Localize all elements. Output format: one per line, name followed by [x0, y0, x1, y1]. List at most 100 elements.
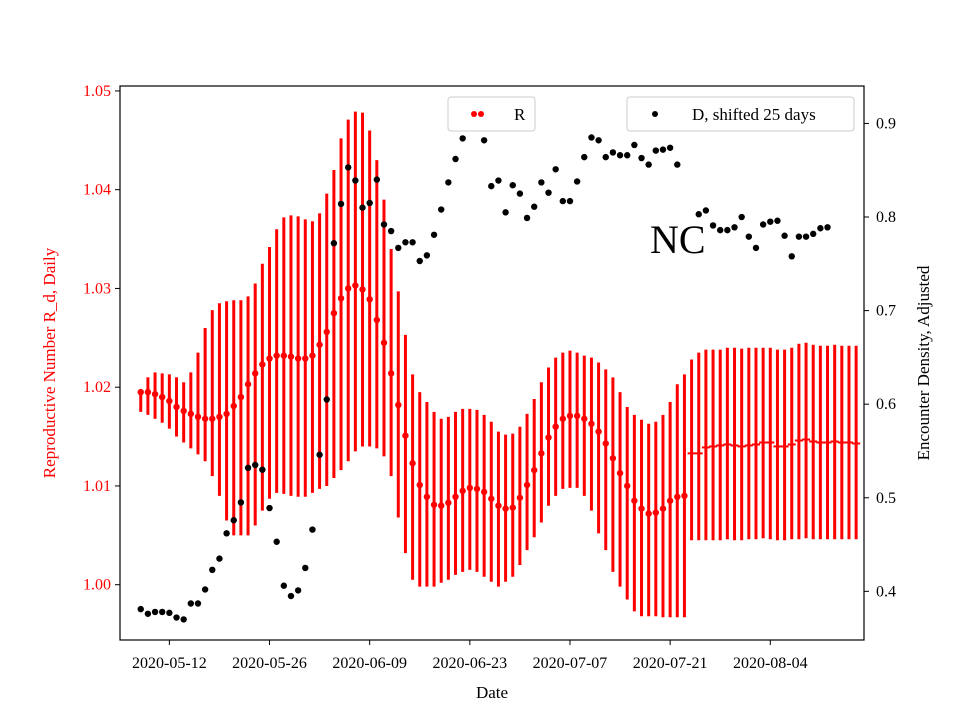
r-point [144, 388, 152, 396]
d-point [609, 149, 617, 156]
d-point [144, 610, 152, 617]
legend-d: D, shifted 25 days [626, 96, 855, 132]
d-point [387, 227, 395, 235]
d-point [366, 199, 373, 207]
d-point [280, 582, 288, 589]
x-tick-label: 2020-07-21 [633, 655, 708, 672]
d-point [151, 608, 159, 616]
r-point [416, 481, 423, 489]
r-point [538, 450, 545, 457]
y-left-tick-label: 1.04 [83, 182, 111, 199]
y-axis-left-label: Reproductive Number R_d, Daily [40, 247, 59, 478]
d-point [631, 141, 638, 149]
y-left-tick-label: 1.03 [83, 280, 111, 297]
y-left-tick-label: 1.02 [83, 379, 111, 396]
d-point [409, 239, 416, 246]
d-point [316, 451, 323, 458]
d-point [359, 204, 366, 211]
r-point [509, 504, 516, 511]
d-point [616, 152, 624, 159]
r-point [595, 428, 602, 435]
d-point [416, 257, 423, 265]
r-point [294, 355, 302, 362]
r-point [337, 295, 345, 302]
d-point [638, 154, 645, 162]
d-point [674, 161, 681, 168]
d-point [559, 197, 567, 205]
x-axis-label: Date [476, 683, 508, 702]
d-point [287, 592, 295, 600]
r-point [209, 415, 216, 422]
r-point [223, 410, 230, 418]
d-point [194, 600, 202, 607]
r-point [430, 501, 438, 508]
r-point [173, 403, 180, 411]
d-point [323, 396, 330, 403]
r-point [559, 415, 567, 422]
d-point [709, 222, 717, 229]
r-point [151, 390, 159, 398]
d-point [445, 179, 452, 186]
d-point [180, 616, 187, 623]
d-point [817, 225, 824, 232]
d-point [788, 253, 795, 260]
r-point [495, 502, 502, 509]
legend-r-label: R [514, 105, 526, 124]
y-left-tick-label: 1.05 [83, 83, 111, 100]
r-point [452, 493, 459, 501]
legend-r-marker-1 [471, 111, 477, 117]
d-point [166, 609, 173, 617]
r-point [252, 370, 259, 377]
d-point [802, 233, 810, 240]
d-point [774, 217, 781, 224]
r-point [480, 488, 488, 496]
d-point [209, 566, 216, 574]
plot-frame [119, 85, 865, 641]
y-right-tick-label: 0.5 [876, 490, 896, 507]
d-point [767, 218, 774, 225]
r-point [330, 309, 338, 317]
d-point [702, 207, 710, 214]
d-point [244, 464, 252, 472]
d-point [302, 564, 309, 572]
d-point [159, 608, 166, 616]
d-point [745, 233, 753, 240]
legend-d-marker [652, 111, 658, 117]
r-point [380, 339, 388, 346]
r-point [616, 469, 624, 477]
d-point [187, 600, 195, 607]
r-point [523, 481, 531, 489]
legend-d-label: D, shifted 25 days [692, 105, 816, 124]
r-point [566, 412, 574, 420]
y-right-tick-label: 0.4 [876, 583, 896, 600]
d-point [452, 155, 459, 163]
d-point [545, 189, 552, 196]
d-point [337, 200, 345, 208]
r-point [652, 509, 660, 516]
r-point [624, 482, 631, 490]
r-point [573, 412, 581, 420]
legend-d-box [626, 96, 855, 132]
r-point [423, 493, 431, 501]
r-point [194, 413, 202, 421]
d-point [252, 461, 259, 469]
r-point [323, 328, 330, 336]
x-tick-label: 2020-06-23 [432, 655, 507, 672]
r-point [137, 388, 144, 396]
r-point [316, 341, 323, 348]
d-point [330, 240, 338, 247]
d-point [294, 587, 302, 594]
r-point [373, 316, 381, 324]
d-point [652, 147, 660, 154]
d-point [795, 233, 803, 240]
r-point [552, 423, 559, 430]
d-point [724, 226, 731, 234]
r-point [280, 352, 288, 359]
d-point [495, 177, 502, 184]
r-point [473, 485, 481, 493]
r-point [309, 352, 316, 359]
annotation-nc: NC [650, 217, 706, 262]
y-left-tick-label: 1.00 [83, 577, 111, 594]
d-point [602, 153, 609, 161]
